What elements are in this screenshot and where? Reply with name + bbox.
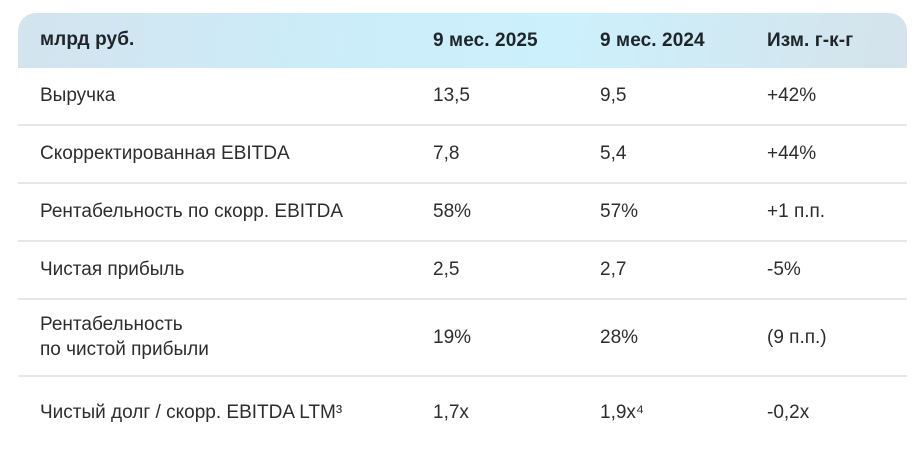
row-label: Рентабельность по скорр. EBITDA [40,200,344,222]
table-row: Рентабельность по скорр. EBITDA 58% 57% … [18,184,907,242]
row-label: Чистый долг / скорр. EBITDA LTM³ [40,401,343,423]
value-2024: 9,5 [600,85,627,106]
value-2025: 13,5 [433,85,470,106]
value-change: +1 п.п. [767,201,826,222]
value-change: -0,2x [767,402,810,423]
value-2025: 1,7x [433,402,469,423]
header-period-current: 9 мес. 2025 [433,29,538,51]
value-2024: 2,7 [600,259,627,280]
value-change: (9 п.п.) [767,326,827,348]
value-2025: 7,8 [433,143,460,164]
header-unit-label: млрд руб. [40,29,135,51]
table-row: Чистая прибыль 2,5 2,7 -5% [18,242,907,300]
row-label: Рентабельность по чистой прибыли [40,313,209,360]
header-period-prior: 9 мес. 2024 [600,29,705,51]
table-row: Чистый долг / скорр. EBITDA LTM³ 1,7x 1,… [18,377,907,449]
row-label: Скорректированная EBITDA [40,142,290,164]
table-row: Выручка 13,5 9,5 +42% [18,68,907,126]
value-2024: 5,4 [600,143,627,164]
header-change: Изм. г-к-г [767,29,854,51]
row-label: Выручка [40,84,116,106]
value-change: +44% [767,143,817,164]
financial-results-table: млрд руб. 9 мес. 2025 9 мес. 2024 Изм. г… [18,13,907,449]
table-row: Рентабельность по чистой прибыли 19% 28%… [18,300,907,377]
value-2025: 58% [433,201,472,222]
value-change: -5% [767,259,801,280]
value-change: +42% [767,85,817,106]
value-2024: 1,9x⁴ [600,402,645,423]
value-2024: 28% [600,326,639,348]
value-2025: 2,5 [433,259,460,280]
value-2025: 19% [433,326,472,348]
row-label: Чистая прибыль [40,258,185,280]
table-row: Скорректированная EBITDA 7,8 5,4 +44% [18,126,907,184]
table-header-row: млрд руб. 9 мес. 2025 9 мес. 2024 Изм. г… [18,13,907,68]
value-2024: 57% [600,201,639,222]
